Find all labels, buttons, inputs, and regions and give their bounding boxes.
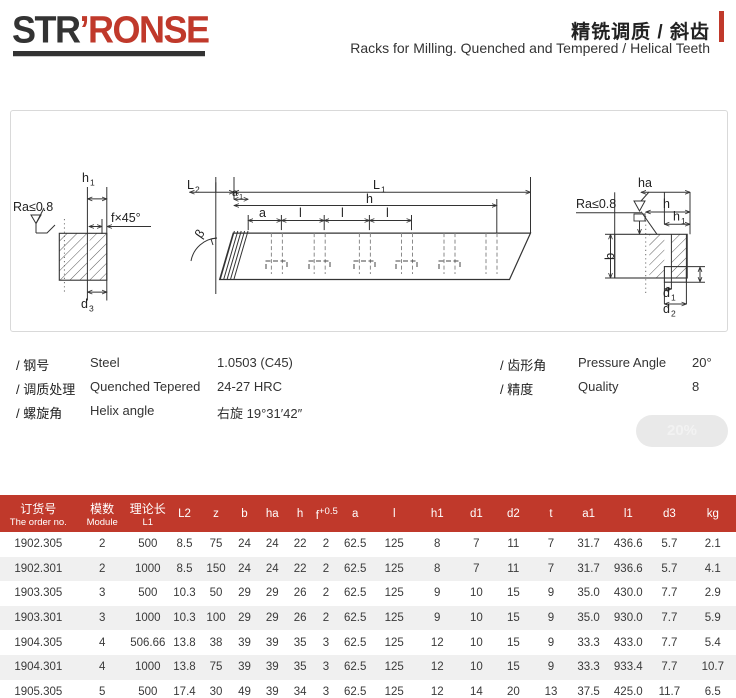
svg-text:1: 1 [239,192,243,201]
svg-text:1: 1 [90,178,95,188]
svg-text:β: β [192,227,208,241]
svg-text:2: 2 [671,309,676,319]
svg-text:d: d [663,286,670,300]
svg-text:1: 1 [671,293,676,303]
svg-text:h: h [366,192,373,206]
svg-text:a: a [259,206,266,220]
svg-text:1: 1 [381,185,386,195]
svg-text:h: h [663,197,670,211]
svg-text:Ra≤0.8: Ra≤0.8 [13,200,53,214]
svg-text:h: h [82,171,89,185]
svg-text:2: 2 [195,185,200,195]
svg-text:d: d [81,297,88,311]
svg-text:L: L [187,178,194,192]
svg-text:l: l [386,206,389,220]
svg-text:d: d [663,302,670,316]
svg-text:a: a [232,187,238,199]
svg-text:L: L [373,178,380,192]
svg-text:Ra≤0.8: Ra≤0.8 [576,197,616,211]
svg-text:l: l [341,206,344,220]
svg-text:f×45°: f×45° [111,211,141,225]
svg-text:3: 3 [89,304,94,314]
svg-text:b: b [602,253,617,260]
svg-text:l: l [299,206,302,220]
svg-text:1: 1 [681,216,686,226]
svg-text:ha: ha [638,176,652,190]
svg-text:h: h [673,210,680,224]
